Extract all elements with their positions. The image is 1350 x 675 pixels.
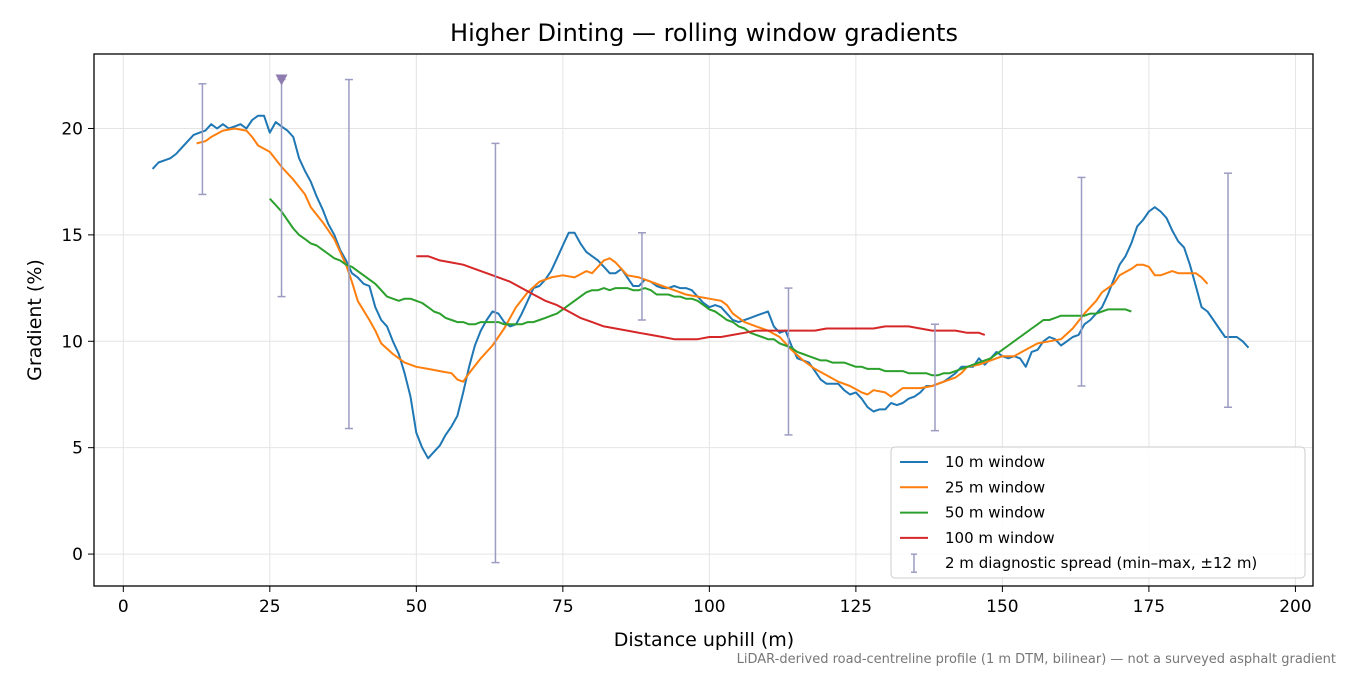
- legend-label: 100 m window: [945, 529, 1055, 547]
- series-line: [151, 114, 1250, 460]
- error-bar: [277, 78, 286, 298]
- x-tick-label: 25: [259, 597, 281, 617]
- error-bar: [491, 142, 500, 564]
- error-bar: [198, 83, 207, 196]
- legend-label: 10 m window: [945, 453, 1045, 471]
- x-tick-label: 175: [1133, 597, 1165, 617]
- legend-label: 50 m window: [945, 504, 1045, 522]
- legend-entry: 25 m window: [900, 478, 1045, 496]
- legend-entry: 10 m window: [900, 453, 1045, 471]
- y-tick-label: 15: [61, 226, 83, 246]
- footnote: LiDAR-derived road-centreline profile (1…: [736, 652, 1336, 667]
- plot-area: [151, 74, 1250, 564]
- x-tick-label: 0: [118, 597, 129, 617]
- x-axis-ticks: 0 25 50 75 100 125 150 175 200: [118, 586, 1312, 617]
- error-bar: [930, 323, 939, 432]
- triangle-marker: [275, 74, 288, 86]
- legend: 10 m window 25 m window 50 m window 100 m w…: [890, 446, 1306, 579]
- x-tick-label: 100: [693, 597, 725, 617]
- x-tick-label: 150: [986, 597, 1018, 617]
- error-bar: [344, 78, 353, 430]
- legend-entry: 100 m window: [900, 529, 1055, 547]
- x-tick-label: 75: [552, 597, 574, 617]
- error-bar: [637, 232, 646, 321]
- legend-box: [890, 446, 1306, 579]
- plot-frame: [93, 53, 1314, 587]
- x-tick-label: 125: [840, 597, 872, 617]
- y-tick-label: 5: [72, 439, 83, 459]
- series-line: [269, 198, 1132, 377]
- y-tick-label: 20: [61, 119, 83, 139]
- x-tick-label: 50: [406, 597, 428, 617]
- series-line: [416, 255, 986, 341]
- chart-title: Higher Dinting — rolling window gradient…: [450, 19, 958, 47]
- x-tick-label: 200: [1279, 597, 1311, 617]
- y-axis-ticks: 0 5 10 15 20: [61, 119, 94, 565]
- error-bar: [784, 287, 793, 436]
- y-tick-label: 0: [72, 545, 83, 565]
- error-bar: [1224, 172, 1233, 408]
- x-axis-label: Distance uphill (m): [614, 629, 794, 651]
- series-line: [196, 127, 1209, 398]
- legend-entry: 2 m diagnostic spread (min–max, ±12 m): [911, 553, 1257, 573]
- y-tick-label: 10: [61, 332, 83, 352]
- legend-label: 2 m diagnostic spread (min–max, ±12 m): [945, 554, 1257, 572]
- legend-entry: 50 m window: [900, 504, 1045, 522]
- legend-label: 25 m window: [945, 478, 1045, 496]
- y-axis-label: Gradient (%): [24, 259, 46, 381]
- error-bar: [1077, 176, 1086, 387]
